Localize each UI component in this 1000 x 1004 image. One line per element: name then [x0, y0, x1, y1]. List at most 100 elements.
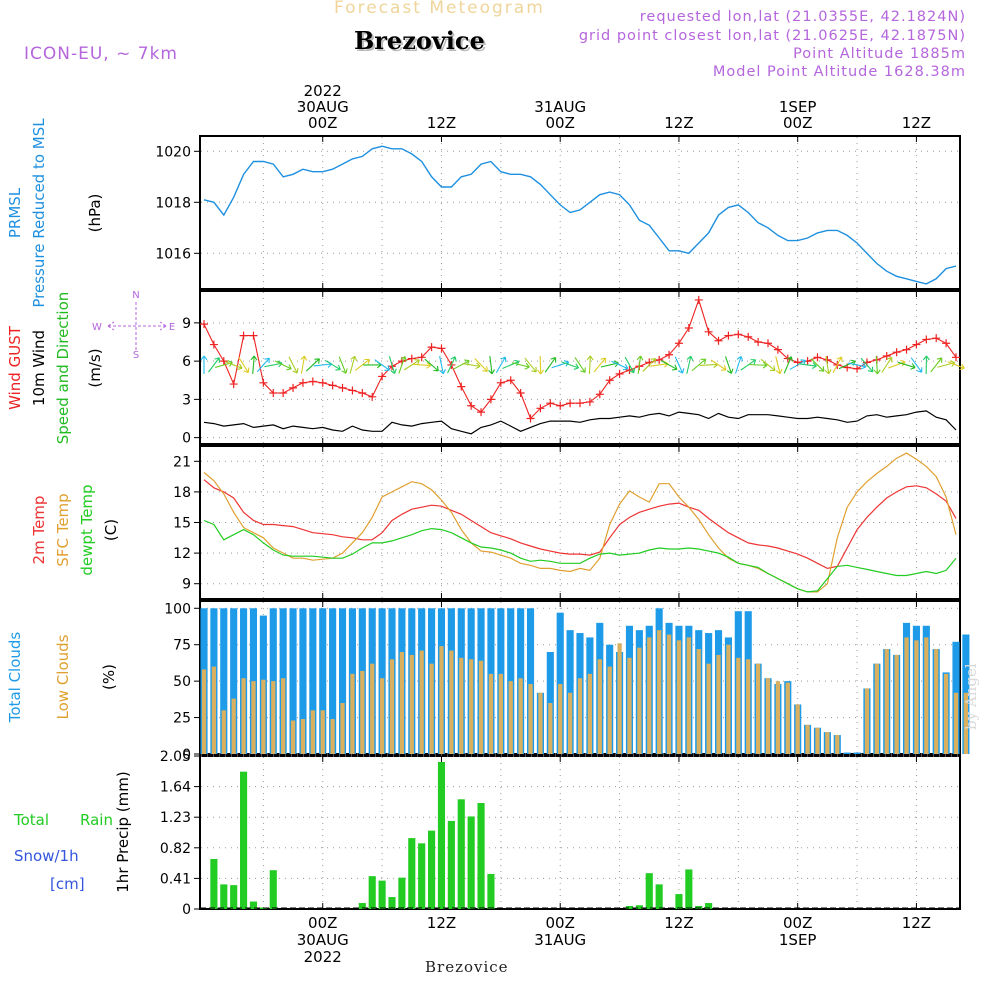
wind-direction-arrow-shape	[238, 357, 250, 374]
wind-direction-arrow-shape	[832, 356, 843, 374]
wind-direction-arrow	[398, 356, 407, 374]
low-clouds-bar	[805, 724, 810, 754]
low-clouds-bar	[795, 704, 800, 754]
rain-bar	[625, 906, 634, 909]
bottom-time-label: 12Z	[902, 914, 931, 932]
gust-point	[348, 386, 357, 395]
wind-direction-arrow	[305, 358, 320, 372]
low-clouds-bar	[924, 637, 929, 754]
low-clouds-bar	[201, 669, 207, 754]
wind-direction-arrow	[749, 361, 768, 369]
low-clouds-bar	[587, 673, 593, 754]
wind-direction-arrow-shape	[447, 356, 457, 374]
wind-direction-arrow	[544, 357, 557, 373]
low-clouds-bar	[320, 710, 325, 754]
low-clouds-bar	[370, 663, 375, 754]
total-clouds-bar	[853, 752, 861, 754]
wind-ytick-label: 0	[182, 431, 191, 447]
model-altitude: Model Point Altitude 1628.38m	[712, 64, 966, 80]
gust-point	[427, 343, 436, 352]
low-clouds-bar	[478, 660, 484, 754]
wind-direction-arrow-shape	[424, 358, 439, 372]
gust-point	[566, 399, 575, 408]
wind-direction-arrow-shape	[624, 356, 636, 374]
wind-direction-arrow	[810, 358, 825, 372]
wind-direction-arrow-shape	[495, 356, 507, 374]
wind-direction-arrow	[288, 356, 299, 374]
temp-label-dewpt: dewpt Temp	[78, 484, 96, 575]
low-clouds-bar	[449, 650, 454, 754]
wind-direction-arrow-shape	[544, 357, 557, 373]
low-clouds-bar	[914, 640, 919, 754]
rain-bar	[240, 771, 248, 909]
wind-direction-arrow	[848, 362, 867, 370]
pressure-ytick-label: 1016	[155, 246, 191, 262]
wind-direction-arrow-shape	[674, 356, 685, 374]
wind-ytick-label: 3	[182, 392, 191, 408]
gust-point	[585, 397, 594, 406]
wind-direction-arrow	[832, 356, 843, 374]
wind-direction-arrow-shape	[636, 355, 644, 374]
compass-e: E	[169, 322, 175, 333]
gust-point	[813, 353, 822, 362]
low-clouds-bar	[657, 630, 662, 754]
wind-direction-arrow-shape	[250, 355, 258, 374]
temperature-ytick-label: 9	[182, 577, 191, 593]
rain-bar	[220, 884, 228, 909]
gust-point	[744, 332, 753, 341]
low-clouds-bar	[597, 659, 602, 754]
low-clouds-bar	[864, 688, 870, 754]
compass-s: S	[133, 350, 139, 361]
gust-point	[674, 339, 683, 348]
wind-direction-arrow	[524, 357, 537, 373]
total-clouds-bar	[249, 608, 258, 754]
top-time-label: 1SEP	[779, 98, 817, 116]
wind-direction-arrow	[574, 357, 586, 373]
low-clouds-bar	[696, 649, 701, 754]
low-clouds-bar	[518, 678, 523, 754]
pressure-label-msl: Pressure Reduced to MSL	[30, 118, 48, 308]
low-clouds-bar	[815, 727, 820, 754]
wind-direction-arrow	[735, 355, 744, 374]
low-clouds-bar	[429, 663, 434, 754]
rain-bar	[398, 877, 406, 909]
wind-direction-arrow-shape	[388, 356, 397, 375]
low-clouds-bar	[241, 678, 246, 754]
wind-direction-arrow	[798, 362, 817, 370]
wind-direction-arrow	[624, 356, 636, 374]
gust-point	[942, 339, 951, 348]
low-clouds-bar	[755, 663, 761, 754]
wind-direction-arrow	[474, 358, 488, 372]
gust-point	[576, 399, 584, 408]
temperature-ytick-label: 21	[173, 454, 191, 470]
wind-direction-arrow-shape	[593, 357, 607, 373]
wind-direction-arrow-shape	[208, 357, 220, 373]
wind-direction-arrow	[824, 355, 832, 375]
total-clouds-bar	[319, 608, 327, 754]
rain-bar	[467, 816, 475, 909]
wind-direction-arrow-shape	[225, 361, 243, 371]
wind-direction-arrow-shape	[300, 355, 308, 374]
low-clouds-bar	[231, 698, 236, 754]
wind-direction-arrow	[636, 355, 644, 374]
precip-ytick-label: 0.82	[160, 841, 191, 857]
wind-direction-arrow	[495, 356, 507, 374]
wind-direction-arrow	[740, 359, 757, 371]
temperature-ytick-label: 12	[173, 546, 191, 562]
clouds-ytick-label: 50	[173, 674, 191, 690]
gust-point	[932, 334, 941, 343]
gust-point	[269, 389, 278, 397]
wind-direction-arrow	[922, 355, 930, 374]
low-clouds-bar	[953, 692, 959, 754]
requested-coords: requested lon,lat (21.0355E, 42.1824N)	[639, 9, 966, 25]
wind-direction-arrow	[537, 355, 545, 375]
gust-point	[328, 381, 337, 390]
rain-bar	[477, 803, 485, 909]
wind-direction-arrow-shape	[488, 355, 496, 375]
pressure-line	[203, 145, 957, 285]
gust-point	[249, 331, 258, 340]
wind-direction-arrow-shape	[349, 355, 358, 374]
bottom-time-label: 12Z	[664, 914, 693, 932]
wind-direction-arrow	[760, 358, 776, 372]
rain-bar	[269, 870, 277, 909]
